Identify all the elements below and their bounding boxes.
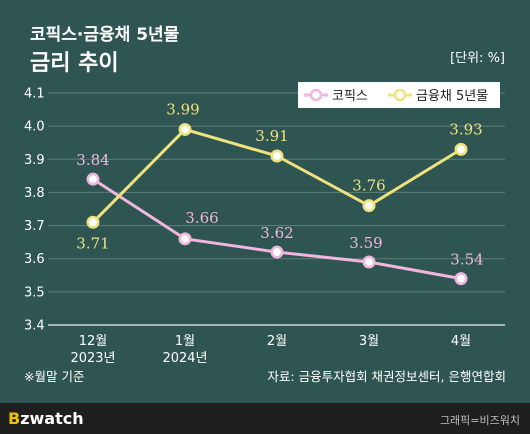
data-point [86, 172, 100, 186]
note-basis: ※월말 기준 [24, 369, 84, 384]
chart-title-line1: 코픽스·금융채 5년물 [30, 25, 180, 45]
data-label: 3.84 [76, 151, 109, 169]
data-point [86, 215, 100, 229]
data-point [362, 199, 376, 213]
x-tick-label: 4월 [451, 334, 471, 349]
x-axis-ticks: 12월 2023년 1월 2024년 2월 3월 4월 [70, 334, 471, 366]
data-label: 3.76 [352, 177, 385, 195]
data-label: 3.62 [260, 224, 293, 242]
x-tick-label: 12월 [79, 334, 108, 349]
legend-label-kofix: 코픽스 [332, 89, 368, 104]
y-tick-label: 3.6 [24, 252, 45, 267]
legend-label-bond: 금융채 5년물 [416, 89, 488, 104]
y-tick-label: 4.1 [24, 87, 45, 102]
data-label: 3.91 [255, 127, 288, 145]
data-point [454, 142, 468, 156]
data-label: 3.66 [185, 209, 218, 227]
source-note: 자료: 금융투자협회 채권정보센터, 은행연합회 [267, 369, 506, 384]
logo-rest: zwatch [20, 409, 83, 428]
data-point [178, 122, 192, 136]
y-tick-label: 4.0 [24, 120, 45, 135]
legend: 코픽스 금융채 5년물 [298, 82, 500, 108]
data-point [362, 255, 376, 269]
bizwatch-logo: Bzwatch [8, 409, 84, 428]
graphic-credit: 그래픽=비즈워치 [440, 414, 520, 427]
x-tick-label: 2023년 [70, 351, 115, 366]
y-tick-label: 3.8 [24, 186, 45, 201]
data-point [270, 245, 284, 259]
legend-marker-bond [393, 88, 407, 102]
data-point [454, 272, 468, 286]
chart-title-line2: 금리 추이 [30, 51, 119, 76]
x-tick-label: 2024년 [162, 351, 207, 366]
y-tick-label: 3.9 [24, 153, 45, 168]
data-label: 3.99 [166, 100, 199, 118]
data-label: 3.93 [449, 120, 482, 138]
gridlines [48, 92, 505, 293]
y-tick-label: 3.4 [24, 319, 45, 334]
y-tick-label: 3.5 [24, 285, 45, 300]
data-label: 3.59 [349, 234, 382, 252]
data-label: 3.71 [76, 234, 109, 252]
data-label: 3.54 [450, 251, 483, 269]
y-axis-ticks: 3.4 3.5 3.6 3.7 3.8 3.9 4.0 4.1 [24, 87, 45, 334]
y-tick-label: 3.7 [24, 219, 45, 234]
footer-bar [0, 403, 530, 434]
logo-b: B [8, 409, 20, 428]
unit-label: [단위: %] [450, 51, 505, 66]
data-point [178, 232, 192, 246]
series-layer: 3.84 3.66 3.62 3.59 3.54 3.71 3.99 3.91 3.76 3.93 [76, 100, 484, 286]
legend-marker-kofix [309, 88, 323, 102]
x-tick-label: 1월 [175, 334, 195, 349]
data-point [270, 149, 284, 163]
x-tick-label: 2월 [267, 334, 287, 349]
x-tick-label: 3월 [359, 334, 379, 349]
